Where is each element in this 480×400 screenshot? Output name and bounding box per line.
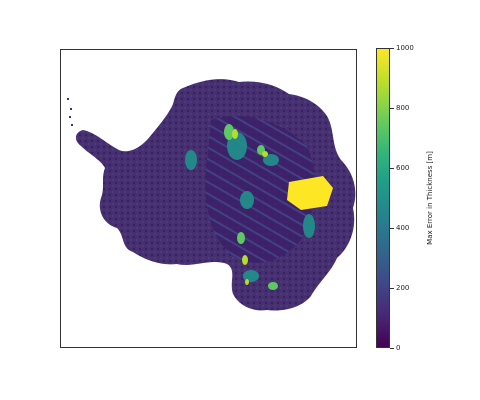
map-panel [60,49,357,348]
high-error-spots [232,129,268,285]
colorbar-tick-label: 600 [396,164,410,172]
colorbar-tick [390,48,394,49]
colorbar-tick [390,228,394,229]
colorbar-tick-label: 1000 [396,44,414,52]
antarctica-error-map [67,79,356,311]
colorbar-tick [390,288,394,289]
colorbar-tick [390,348,394,349]
colorbar-label: Max Error in Thickness [m] [426,151,434,245]
colorbar-tick [390,168,394,169]
islands [67,98,73,126]
colorbar-tick-label: 400 [396,224,410,232]
colorbar-tick-label: 0 [396,344,401,352]
colorbar-tick [390,108,394,109]
colorbar [376,48,390,348]
high-error-region [287,176,333,210]
colorbar-tick-label: 200 [396,284,410,292]
colorbar-tick-label: 800 [396,104,410,112]
